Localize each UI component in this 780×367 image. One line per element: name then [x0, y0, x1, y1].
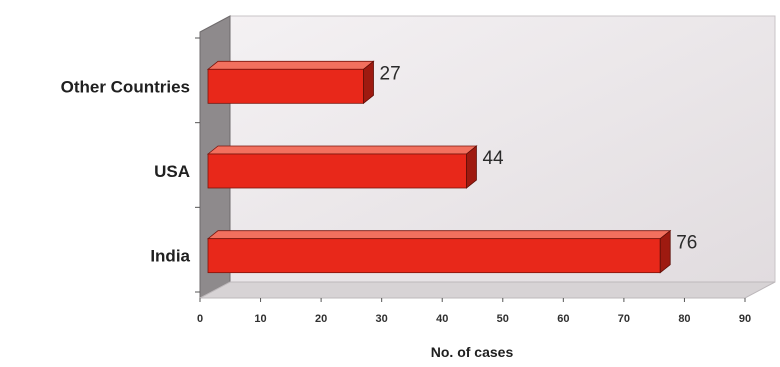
x-tick-label: 20	[315, 313, 327, 325]
x-tick-label: 30	[376, 313, 388, 325]
x-tick-label: 50	[497, 313, 509, 325]
x-tick-label: 10	[254, 313, 266, 325]
x-tick-label: 70	[618, 313, 630, 325]
bar-top-face	[206, 60, 375, 70]
bar-end-face	[659, 229, 671, 274]
bar	[206, 60, 375, 105]
x-tick-label: 0	[197, 313, 203, 325]
bar-front-face	[207, 68, 364, 104]
category-label: USA	[154, 162, 190, 181]
x-tick-label: 40	[436, 313, 448, 325]
floor	[199, 281, 776, 299]
category-label: India	[150, 247, 190, 266]
bar-front-face	[207, 153, 467, 189]
bar-end-face	[363, 60, 374, 105]
data-label: 76	[676, 233, 697, 254]
data-label: 44	[482, 148, 504, 169]
x-axis-title: No. of cases	[431, 344, 514, 360]
x-tick-label: 60	[557, 313, 569, 325]
category-label: Other Countries	[61, 77, 190, 96]
bar-top-face	[206, 145, 478, 155]
bar	[206, 145, 478, 189]
x-tick-label: 90	[739, 313, 751, 325]
data-label: 27	[380, 63, 401, 84]
bar-front-face	[207, 238, 661, 274]
x-tick-label: 80	[678, 313, 690, 325]
bar-top-face	[206, 230, 672, 240]
bar	[206, 229, 672, 274]
bar-end-face	[466, 145, 477, 189]
